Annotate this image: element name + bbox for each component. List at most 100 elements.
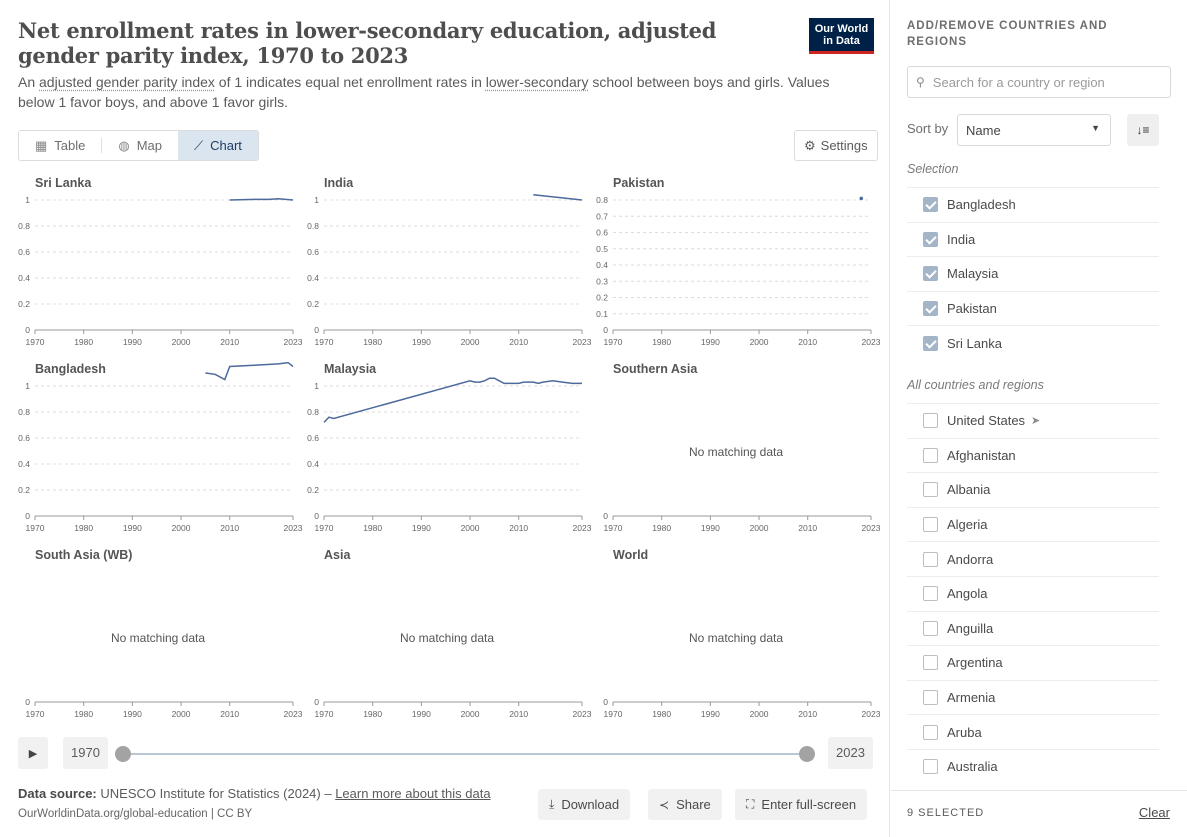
- entity-checkbox[interactable]: [923, 413, 938, 429]
- download-button[interactable]: ⤓ Download: [538, 789, 631, 820]
- entity-checkbox[interactable]: [923, 655, 938, 671]
- play-button[interactable]: ▶: [18, 737, 48, 769]
- entity-item[interactable]: Malaysia: [907, 256, 1159, 291]
- y-tick-label: 0: [603, 325, 608, 335]
- learn-more-link[interactable]: Learn more about this data: [335, 786, 491, 801]
- all-entities-label: All countries and regions: [907, 378, 1044, 392]
- tab-map[interactable]: ◍ Map: [102, 131, 178, 160]
- tab-divider: [101, 138, 103, 153]
- x-tick-label: 2000: [172, 709, 191, 719]
- x-tick-label: 2010: [798, 337, 817, 347]
- entity-item[interactable]: Andorra: [907, 541, 1159, 576]
- sort-order-button[interactable]: ↓≡: [1127, 114, 1159, 146]
- entity-item[interactable]: United States ➤: [907, 403, 1159, 438]
- x-tick-label: 1980: [652, 337, 671, 347]
- entity-checkbox[interactable]: [923, 620, 938, 636]
- entity-checkbox[interactable]: [923, 301, 938, 317]
- subtitle-term-link[interactable]: lower-secondary: [485, 74, 589, 90]
- timeline-track[interactable]: [124, 753, 808, 755]
- entity-label: Malaysia: [947, 266, 999, 282]
- sort-label: Sort by: [907, 121, 949, 136]
- entity-checkbox[interactable]: [923, 517, 938, 533]
- entity-label: United States: [947, 413, 1026, 429]
- entity-checkbox[interactable]: [923, 759, 938, 775]
- entity-checkbox[interactable]: [923, 266, 938, 282]
- x-tick-label: 1970: [26, 709, 45, 719]
- entity-checkbox[interactable]: [923, 335, 938, 351]
- entity-item[interactable]: Aruba: [907, 714, 1159, 749]
- tab-table[interactable]: ▦ Table: [19, 131, 101, 160]
- x-tick-label: 2010: [509, 337, 528, 347]
- source-line: Data source: UNESCO Institute for Statis…: [18, 784, 491, 804]
- entity-checkbox[interactable]: [923, 197, 938, 213]
- entity-item[interactable]: India: [907, 221, 1159, 257]
- entity-item[interactable]: Algeria: [907, 506, 1159, 542]
- entity-item[interactable]: Armenia: [907, 679, 1159, 715]
- entity-item[interactable]: Anguilla: [907, 610, 1159, 646]
- owid-logo[interactable]: Our World in Data: [809, 18, 874, 54]
- tab-chart-label: Chart: [210, 138, 242, 153]
- subtitle-text: of 1 indicates equal net enrollment rate…: [214, 74, 486, 90]
- y-tick-label: 0: [603, 511, 608, 521]
- entity-label: Aruba: [947, 724, 982, 740]
- entity-checkbox[interactable]: [923, 482, 938, 498]
- x-tick-label: 1980: [363, 709, 382, 719]
- entity-label: Angola: [947, 586, 988, 602]
- x-tick-label: 2010: [798, 709, 817, 719]
- x-tick-label: 1990: [123, 709, 142, 719]
- entity-item[interactable]: Angola: [907, 575, 1159, 611]
- entity-checkbox[interactable]: [923, 586, 938, 602]
- x-tick-label: 1990: [123, 337, 142, 347]
- y-tick-label: 0.8: [18, 407, 30, 417]
- entity-checkbox[interactable]: [923, 724, 938, 740]
- timeline-end-year[interactable]: 2023: [828, 737, 873, 769]
- y-tick-label: 0.2: [307, 299, 319, 309]
- entity-item[interactable]: Bangladesh: [907, 187, 1159, 222]
- entity-item[interactable]: Sri Lanka: [907, 325, 1159, 360]
- sort-value: Name: [966, 122, 1001, 138]
- entity-item[interactable]: Albania: [907, 472, 1159, 507]
- timeline-start-handle[interactable]: [115, 746, 131, 762]
- x-tick-label: 2000: [172, 337, 191, 347]
- timeline-end-handle[interactable]: [799, 746, 815, 762]
- settings-button[interactable]: ⚙ Settings: [794, 130, 878, 161]
- entity-label: Anguilla: [947, 620, 994, 636]
- panel-title: South Asia (WB): [35, 548, 132, 562]
- panel-title: Southern Asia: [613, 362, 698, 376]
- entity-checkbox[interactable]: [923, 447, 938, 463]
- panel-title: Sri Lanka: [35, 176, 92, 190]
- entity-checkbox[interactable]: [923, 690, 938, 706]
- share-button[interactable]: ≺ Share: [648, 789, 722, 820]
- y-tick-label: 0.4: [307, 459, 319, 469]
- x-tick-label: 1980: [363, 523, 382, 533]
- fullscreen-label: Enter full-screen: [761, 797, 857, 812]
- fullscreen-button[interactable]: ⛶ Enter full-screen: [735, 789, 868, 820]
- tab-chart[interactable]: ⟋ Chart: [178, 131, 258, 160]
- entity-item[interactable]: Australia: [907, 748, 1159, 784]
- x-tick-label: 2023: [573, 337, 592, 347]
- clear-button[interactable]: Clear: [1138, 805, 1170, 820]
- subtitle-term-link[interactable]: adjusted gender parity index: [39, 74, 215, 90]
- search-input[interactable]: ⚲ Search for a country or region: [907, 66, 1171, 98]
- y-tick-label: 1: [25, 195, 30, 205]
- y-tick-label: 1: [314, 381, 319, 391]
- sort-order-icon: ↓≡: [1136, 123, 1150, 137]
- tab-table-label: Table: [54, 138, 86, 153]
- entity-label: Afghanistan: [947, 447, 1016, 463]
- no-data-message: No matching data: [689, 445, 783, 459]
- no-data-message: No matching data: [689, 631, 783, 645]
- sidebar-heading: ADD/REMOVE COUNTRIES AND REGIONS: [907, 20, 1108, 48]
- y-tick-label: 0.8: [18, 221, 30, 231]
- x-tick-label: 2023: [284, 337, 303, 347]
- entity-item[interactable]: Afghanistan: [907, 437, 1159, 473]
- sort-select[interactable]: Name ▼: [957, 114, 1111, 146]
- entity-item[interactable]: Argentina: [907, 645, 1159, 680]
- entity-checkbox[interactable]: [923, 551, 938, 567]
- entity-checkbox[interactable]: [923, 231, 938, 247]
- entity-item[interactable]: Pakistan: [907, 290, 1159, 326]
- x-tick-label: 1990: [701, 523, 720, 533]
- x-tick-label: 2000: [750, 337, 769, 347]
- y-tick-label: 0: [25, 511, 30, 521]
- timeline-start-year[interactable]: 1970: [63, 737, 108, 769]
- y-tick-label: 0.6: [596, 228, 608, 238]
